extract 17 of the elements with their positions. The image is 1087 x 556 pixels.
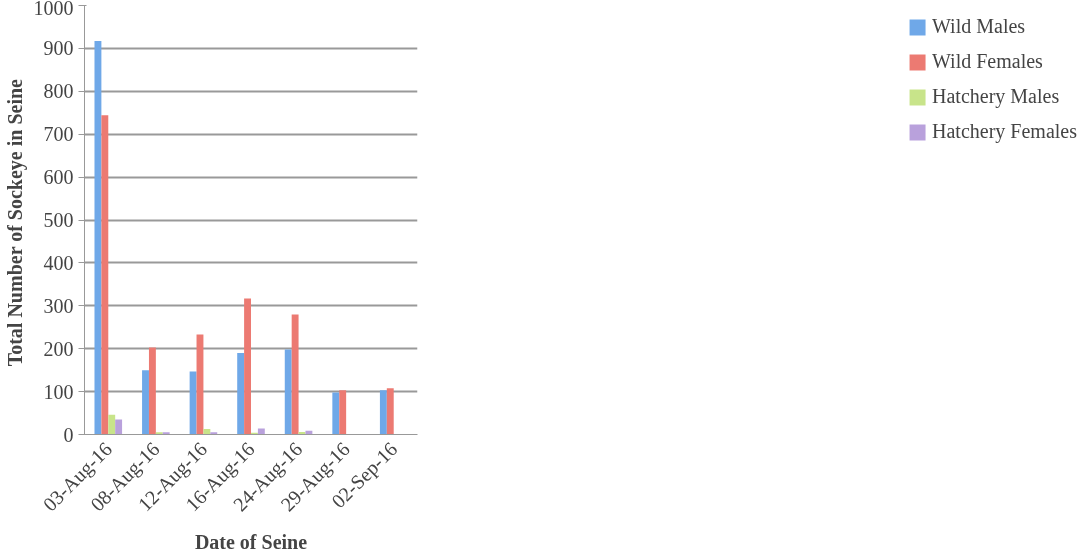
x-axis-title: Date of Seine: [194, 531, 308, 554]
y-tick-label: 600: [43, 166, 74, 189]
legend-label: Hatchery Females: [932, 120, 1077, 143]
y-tick-label: 100: [43, 380, 74, 403]
y-tick-label: 300: [43, 294, 74, 317]
y-tick-label: 1000: [33, 0, 74, 19]
legend-label: Wild Females: [932, 50, 1043, 73]
y-tick-label: 800: [43, 80, 74, 103]
y-tick-label: 500: [43, 209, 74, 231]
legend-label: Hatchery Males: [932, 85, 1060, 108]
legend-label: Wild Males: [932, 15, 1026, 38]
y-axis-title: Total Number of Sockeye in Seine: [3, 78, 27, 367]
y-tick-label: 0: [63, 423, 74, 446]
y-tick-label: 900: [43, 37, 74, 60]
y-tick-label: 700: [43, 123, 74, 146]
y-tick-label: 400: [43, 251, 74, 274]
y-tick-label: 200: [43, 337, 74, 360]
